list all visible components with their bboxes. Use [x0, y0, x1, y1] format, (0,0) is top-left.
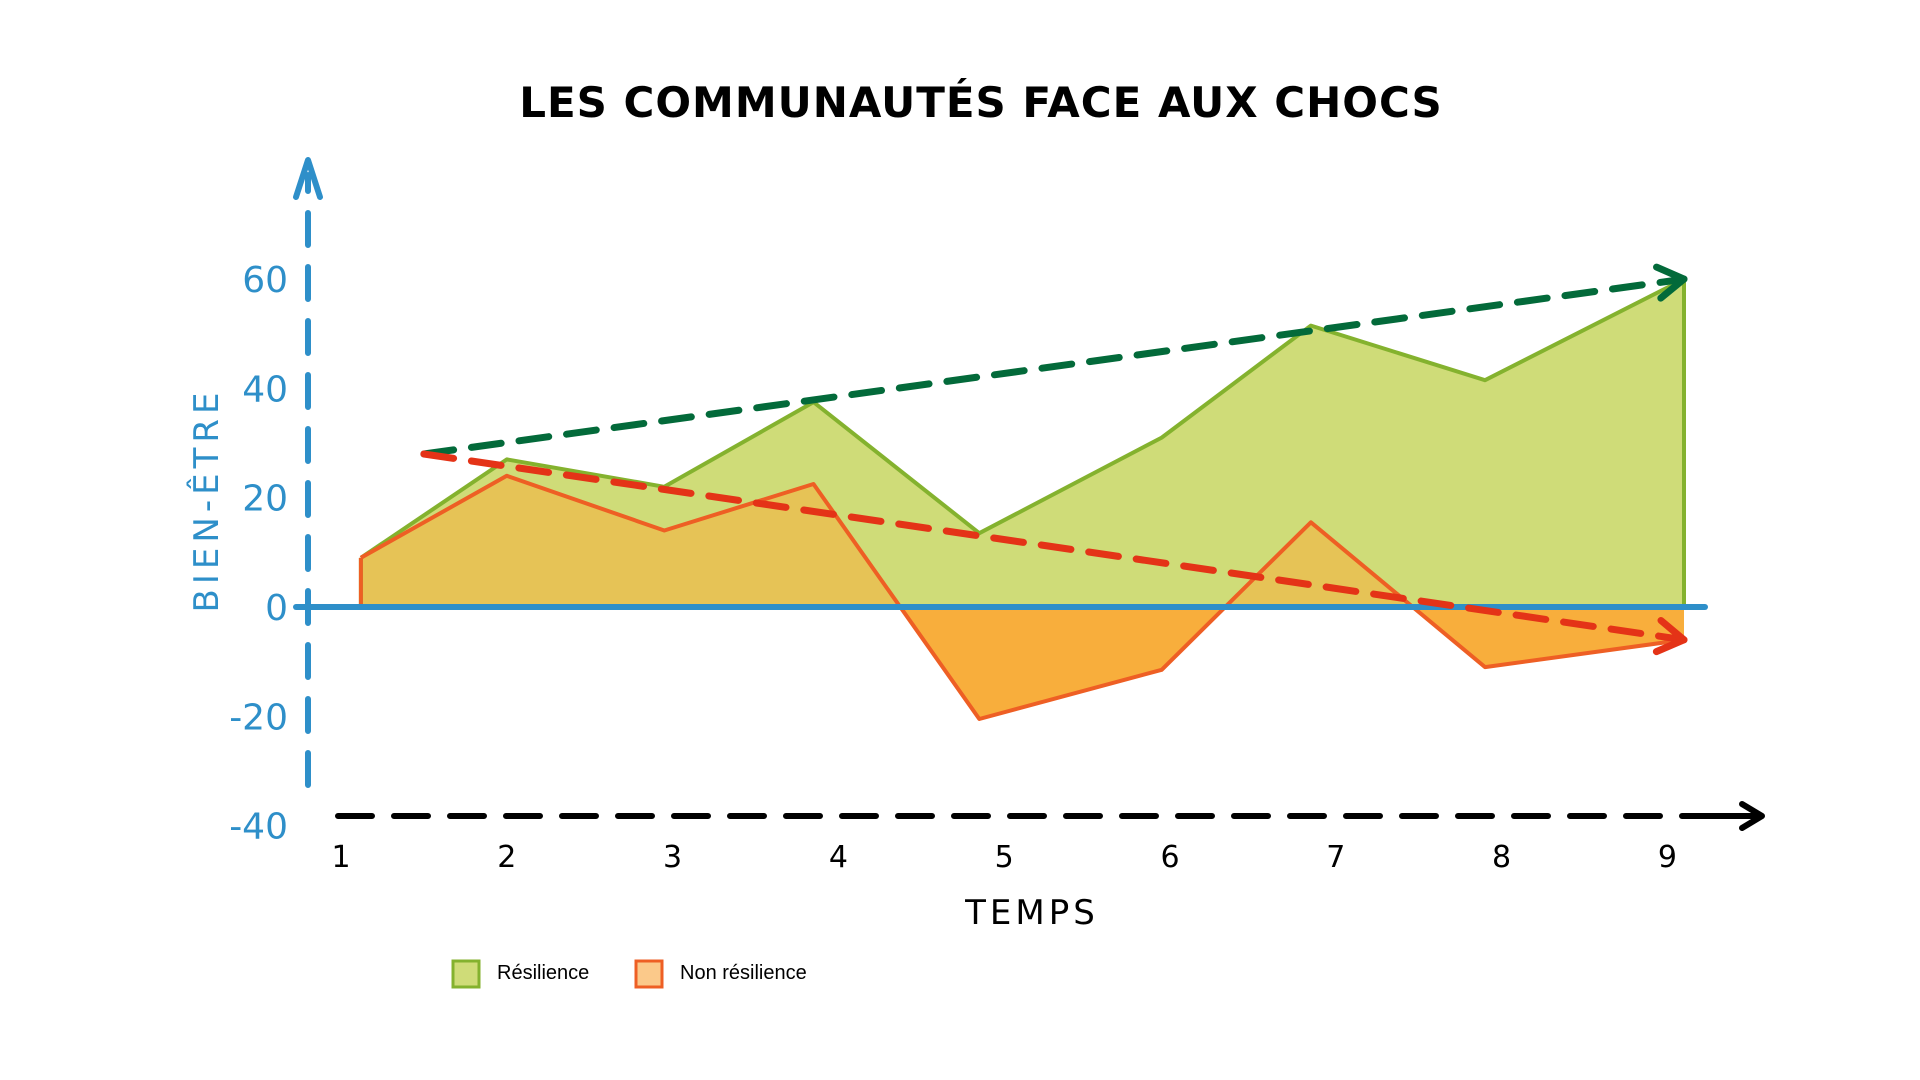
y-tick-label: 40: [242, 369, 288, 410]
x-tick-label: 6: [1160, 840, 1179, 875]
y-tick-label: 20: [242, 479, 288, 520]
series-line-layer: [358, 277, 1686, 721]
x-tick-label: 8: [1492, 840, 1511, 875]
legend-label: Non résilience: [680, 962, 807, 984]
trend-arrows: [420, 263, 1688, 656]
legend-label: Résilience: [497, 962, 589, 984]
x-axis: [335, 801, 1765, 831]
x-tick-label: 9: [1658, 840, 1677, 875]
y-axis-label: BIEN-ÊTRE: [186, 388, 227, 613]
x-tick-label: 1: [331, 840, 350, 875]
legend-swatch: [451, 959, 481, 989]
y-tick-label: 0: [265, 588, 288, 629]
legend-swatch: [634, 959, 664, 989]
x-tick-label: 3: [663, 840, 682, 875]
trend-arrowhead-icon: [1653, 263, 1688, 302]
x-tick-label: 5: [995, 840, 1014, 875]
trend-arrow-2: [420, 450, 1688, 656]
y-tick-labels: 60 40 20 0 -20 -40: [229, 260, 288, 848]
y-axis-arrow-icon: [293, 157, 323, 200]
area-layer: [360, 279, 1684, 719]
series-line-resilience: [359, 277, 1686, 607]
x-tick-label: 7: [1326, 840, 1345, 875]
trend-arrow-1: [420, 263, 1688, 458]
chart-title: LES COMMUNAUTÉS FACE AUX CHOCS: [519, 77, 1443, 127]
x-tick-labels: 1 2 3 4 5 6 7 8 9: [331, 840, 1676, 875]
legend-item: Résilience: [451, 959, 589, 989]
y-tick-label: 60: [242, 260, 288, 301]
y-tick-label: -20: [229, 697, 288, 738]
y-tick-label: -40: [229, 807, 288, 848]
y-axis: [293, 157, 323, 788]
area-overlap: [360, 475, 1684, 607]
series-line-non-resilience: [359, 473, 1685, 721]
x-axis-label: TEMPS: [964, 893, 1099, 933]
trend-arrowhead-icon: [1652, 617, 1688, 656]
legend-item: Non résilience: [634, 959, 807, 989]
x-axis-arrow-icon: [1702, 801, 1765, 831]
x-tick-label: 4: [829, 840, 848, 875]
x-tick-label: 2: [497, 840, 516, 875]
legend: Résilience Non résilience: [451, 959, 807, 989]
